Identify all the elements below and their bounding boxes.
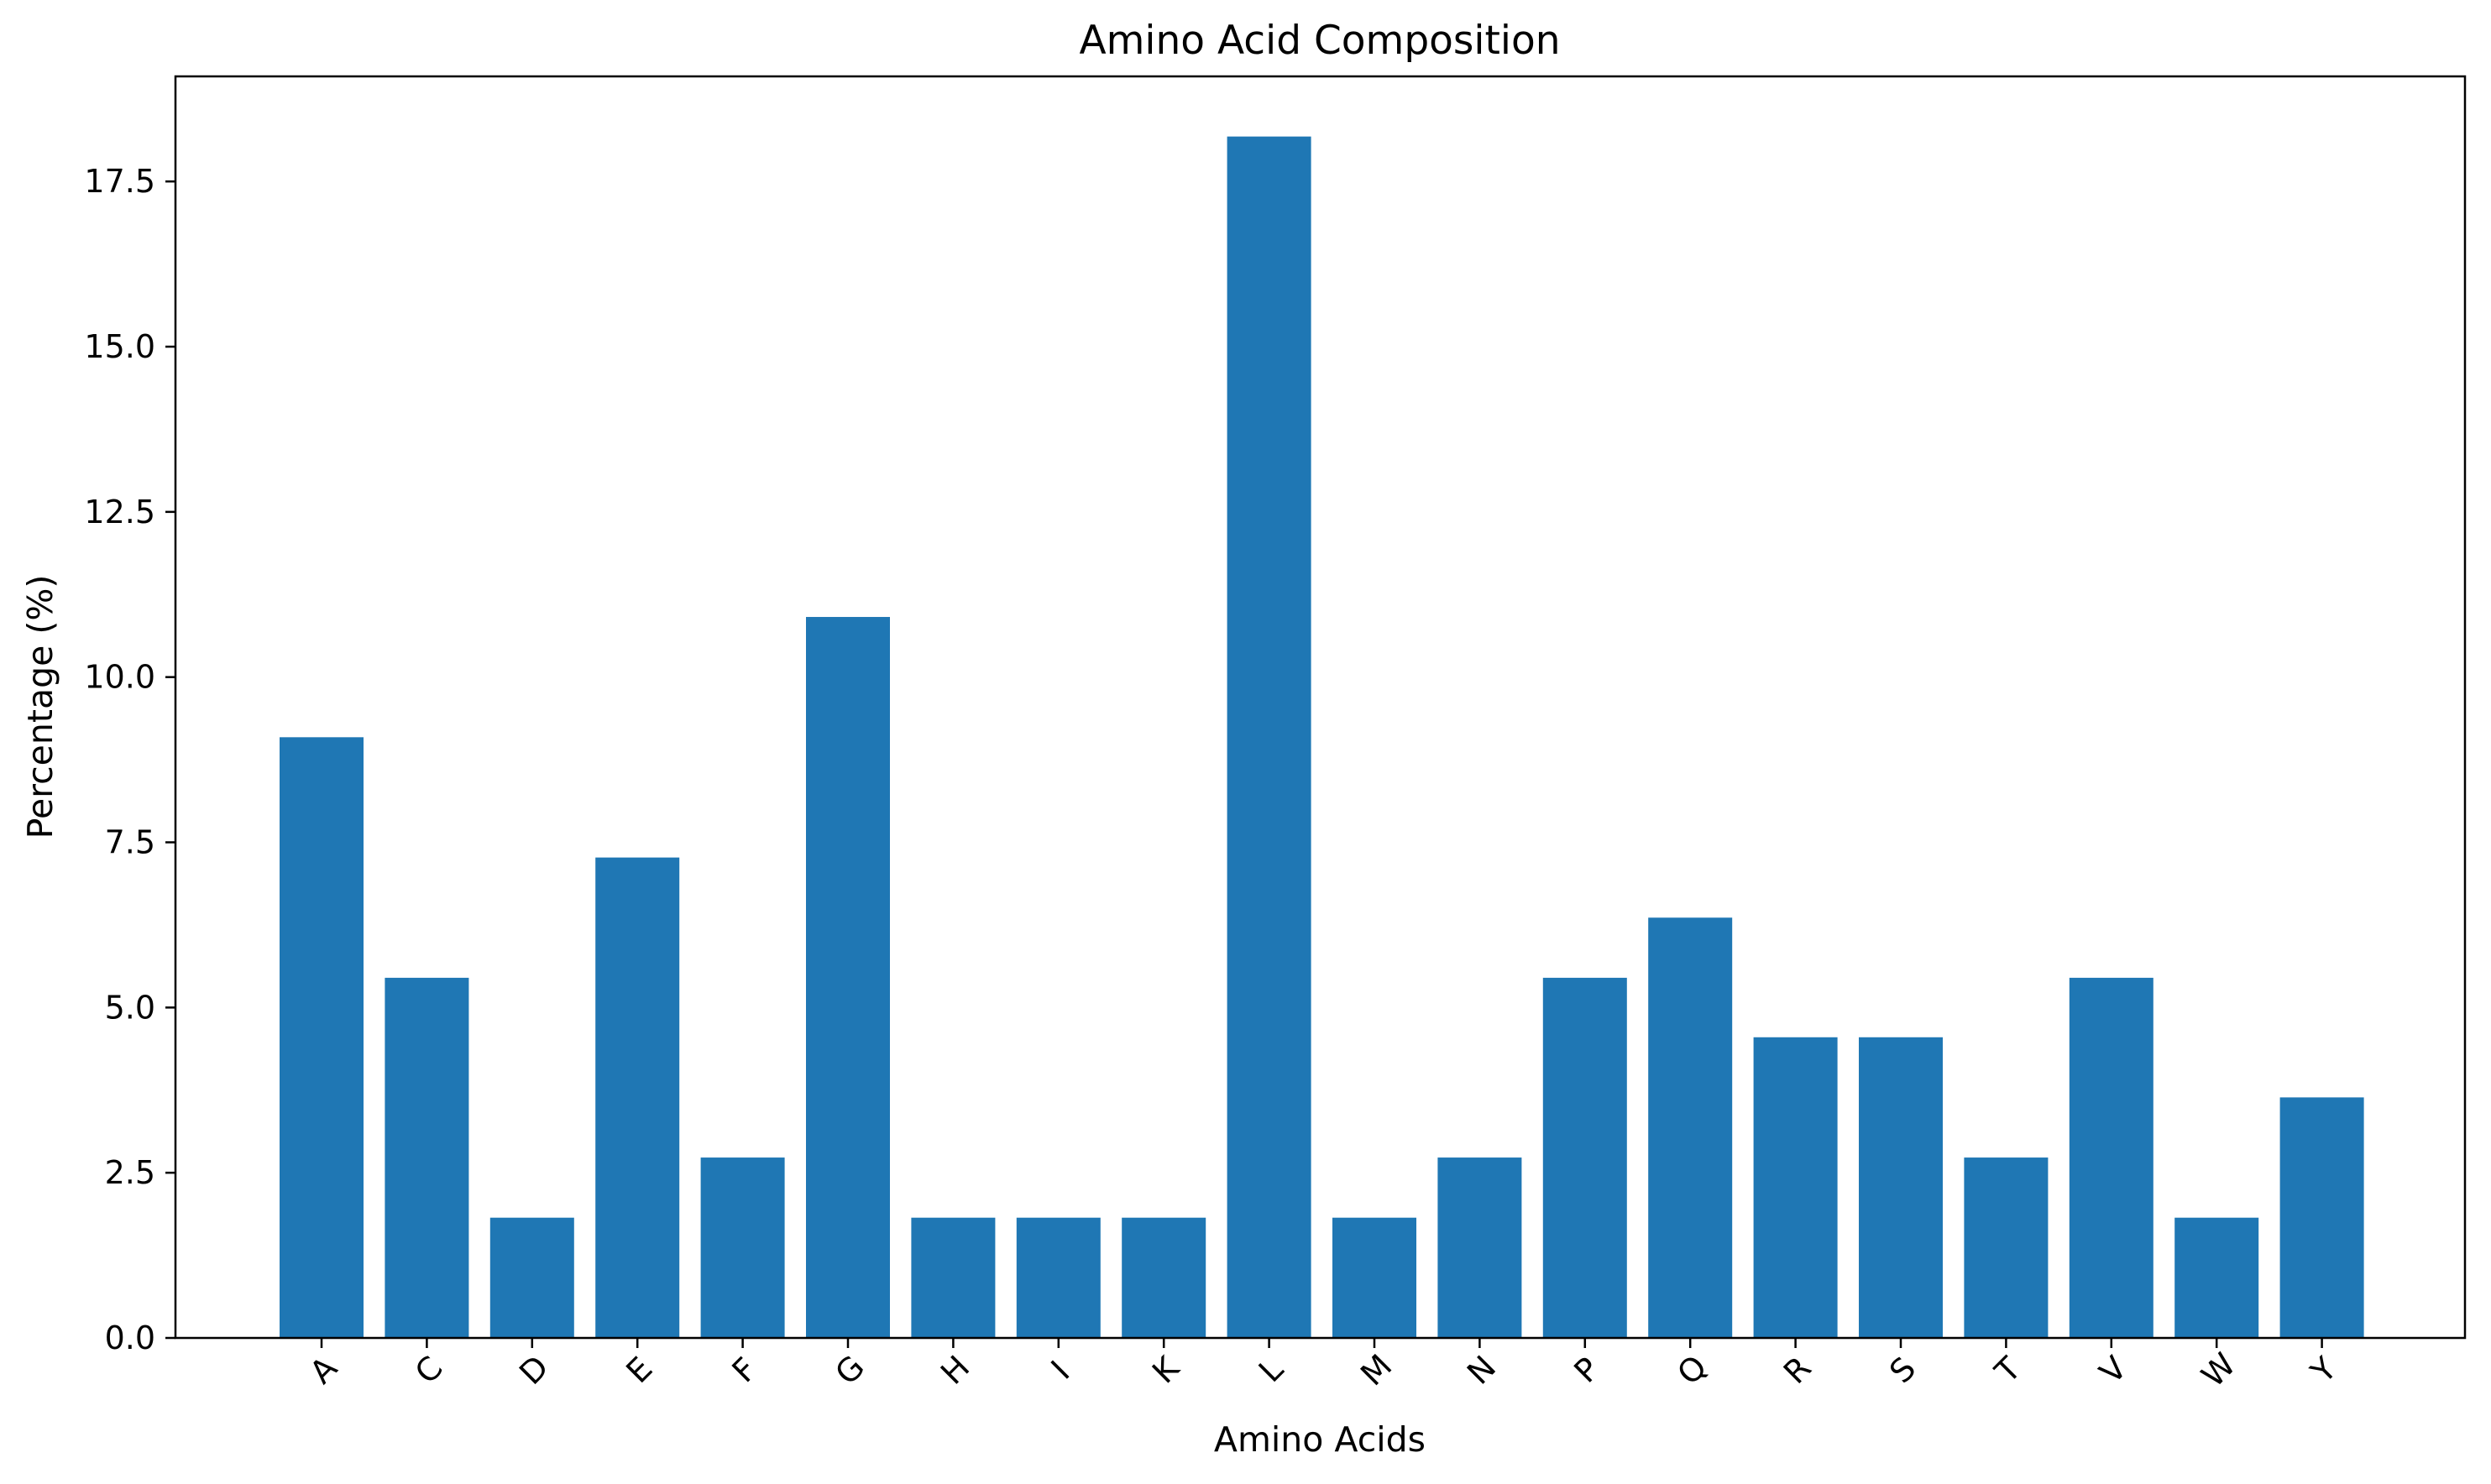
bar-q [1648, 917, 1733, 1338]
bar-e [595, 857, 680, 1338]
x-tick-label-w: W [2195, 1346, 2243, 1394]
bar-w [2174, 1217, 2259, 1338]
y-tick-label: 17.5 [84, 163, 155, 200]
x-tick-label-a: A [302, 1349, 343, 1390]
x-tick-label-c: C [408, 1349, 450, 1391]
y-tick-label: 15.0 [84, 328, 155, 365]
plot-area-frame [174, 75, 2467, 1340]
x-tick-label-t: T [1987, 1350, 2028, 1391]
bar-y [2279, 1097, 2364, 1338]
x-tick-label-g: G [828, 1348, 871, 1392]
bar-m [1332, 1217, 1416, 1338]
x-tick-label-q: Q [1670, 1348, 1714, 1392]
bar-r [1753, 1037, 1838, 1338]
x-tick-label-y: Y [2303, 1350, 2344, 1391]
bar-p [1542, 977, 1627, 1338]
x-tick-label-l: L [1252, 1351, 1290, 1389]
bar-l [1227, 136, 1311, 1338]
y-tick-label: 2.5 [105, 1154, 155, 1191]
bar-v [2069, 977, 2153, 1338]
x-tick-label-d: D [512, 1348, 556, 1392]
y-tick-label: 7.5 [105, 824, 155, 861]
x-tick-label-r: R [1777, 1349, 1819, 1391]
x-tick-label-s: S [1882, 1350, 1923, 1390]
y-axis: 0.0 2.5 5.0 7.5 10.0 12.5 15.0 17.5 [84, 163, 175, 1356]
bar-c [385, 977, 469, 1338]
y-tick-label: 0.0 [105, 1319, 155, 1356]
x-tick-label-f: F [725, 1351, 765, 1390]
bar-n [1437, 1157, 1522, 1338]
y-tick-label: 12.5 [84, 494, 155, 530]
x-tick-label-e: E [619, 1350, 659, 1390]
bar-a [280, 737, 364, 1338]
bars-layer [280, 136, 2364, 1338]
bar-t [1964, 1157, 2049, 1338]
x-tick-label-i: I [1044, 1354, 1077, 1387]
y-axis-title: Percentage (%) [20, 575, 60, 839]
bar-h [911, 1217, 996, 1338]
chart-title: Amino Acid Composition [1080, 18, 1561, 64]
x-tick-label-h: H [934, 1349, 976, 1392]
bar-i [1016, 1217, 1101, 1338]
x-tick-label-n: N [1460, 1349, 1503, 1392]
x-tick-label-k: K [1145, 1349, 1186, 1390]
bar-f [700, 1157, 785, 1338]
x-tick-label-v: V [2092, 1349, 2133, 1390]
x-axis-title: Amino Acids [1214, 1419, 1426, 1460]
bar-g [806, 617, 890, 1338]
x-tick-label-m: M [1353, 1347, 1399, 1393]
y-tick-label: 10.0 [84, 659, 155, 696]
y-tick-label: 5.0 [105, 989, 155, 1026]
bar-d [489, 1217, 574, 1338]
bar-s [1859, 1037, 1943, 1338]
x-tick-label-p: P [1567, 1351, 1606, 1390]
bar-k [1122, 1217, 1206, 1338]
